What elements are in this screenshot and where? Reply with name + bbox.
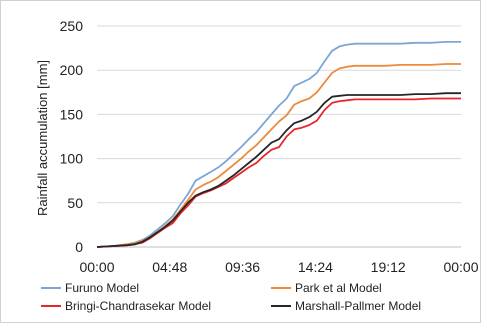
- y-tick-label: 150: [60, 106, 84, 122]
- series-line-4: [96, 92, 461, 248]
- y-tick-label: 0: [75, 239, 83, 255]
- axis-layer: 0 50 100 150 200 250 00:00 04:48 09:36 14:24 19:12…: [60, 18, 479, 275]
- legend-entry-1: Furuno Model: [65, 281, 139, 295]
- y-axis-title: Rainfall accumulation [mm]: [35, 60, 50, 216]
- y-tick-label: 50: [67, 195, 83, 211]
- grid-layer: [97, 25, 461, 248]
- x-tick-label: 00:00: [79, 259, 114, 275]
- legend: Furuno Model Park et al Model Bringi-Chand…: [41, 281, 421, 313]
- series-line-2: [96, 63, 461, 248]
- x-tick-label: 04:48: [152, 259, 187, 275]
- x-tick-label: 19:12: [371, 259, 406, 275]
- legend-entry-4: Marshall-Pallmer Model: [295, 299, 421, 313]
- x-tick-label: 09:36: [225, 259, 260, 275]
- series-line-1: [96, 41, 461, 248]
- x-tick-label: 14:24: [298, 259, 333, 275]
- y-tick-label: 200: [60, 62, 84, 78]
- series-layer: [96, 41, 461, 248]
- y-tick-label: 250: [60, 18, 84, 34]
- x-tick-label: 00:00: [443, 259, 478, 275]
- legend-entry-3: Bringi-Chandrasekar Model: [65, 299, 211, 313]
- legend-entry-2: Park et al Model: [295, 281, 382, 295]
- y-tick-label: 100: [60, 151, 84, 167]
